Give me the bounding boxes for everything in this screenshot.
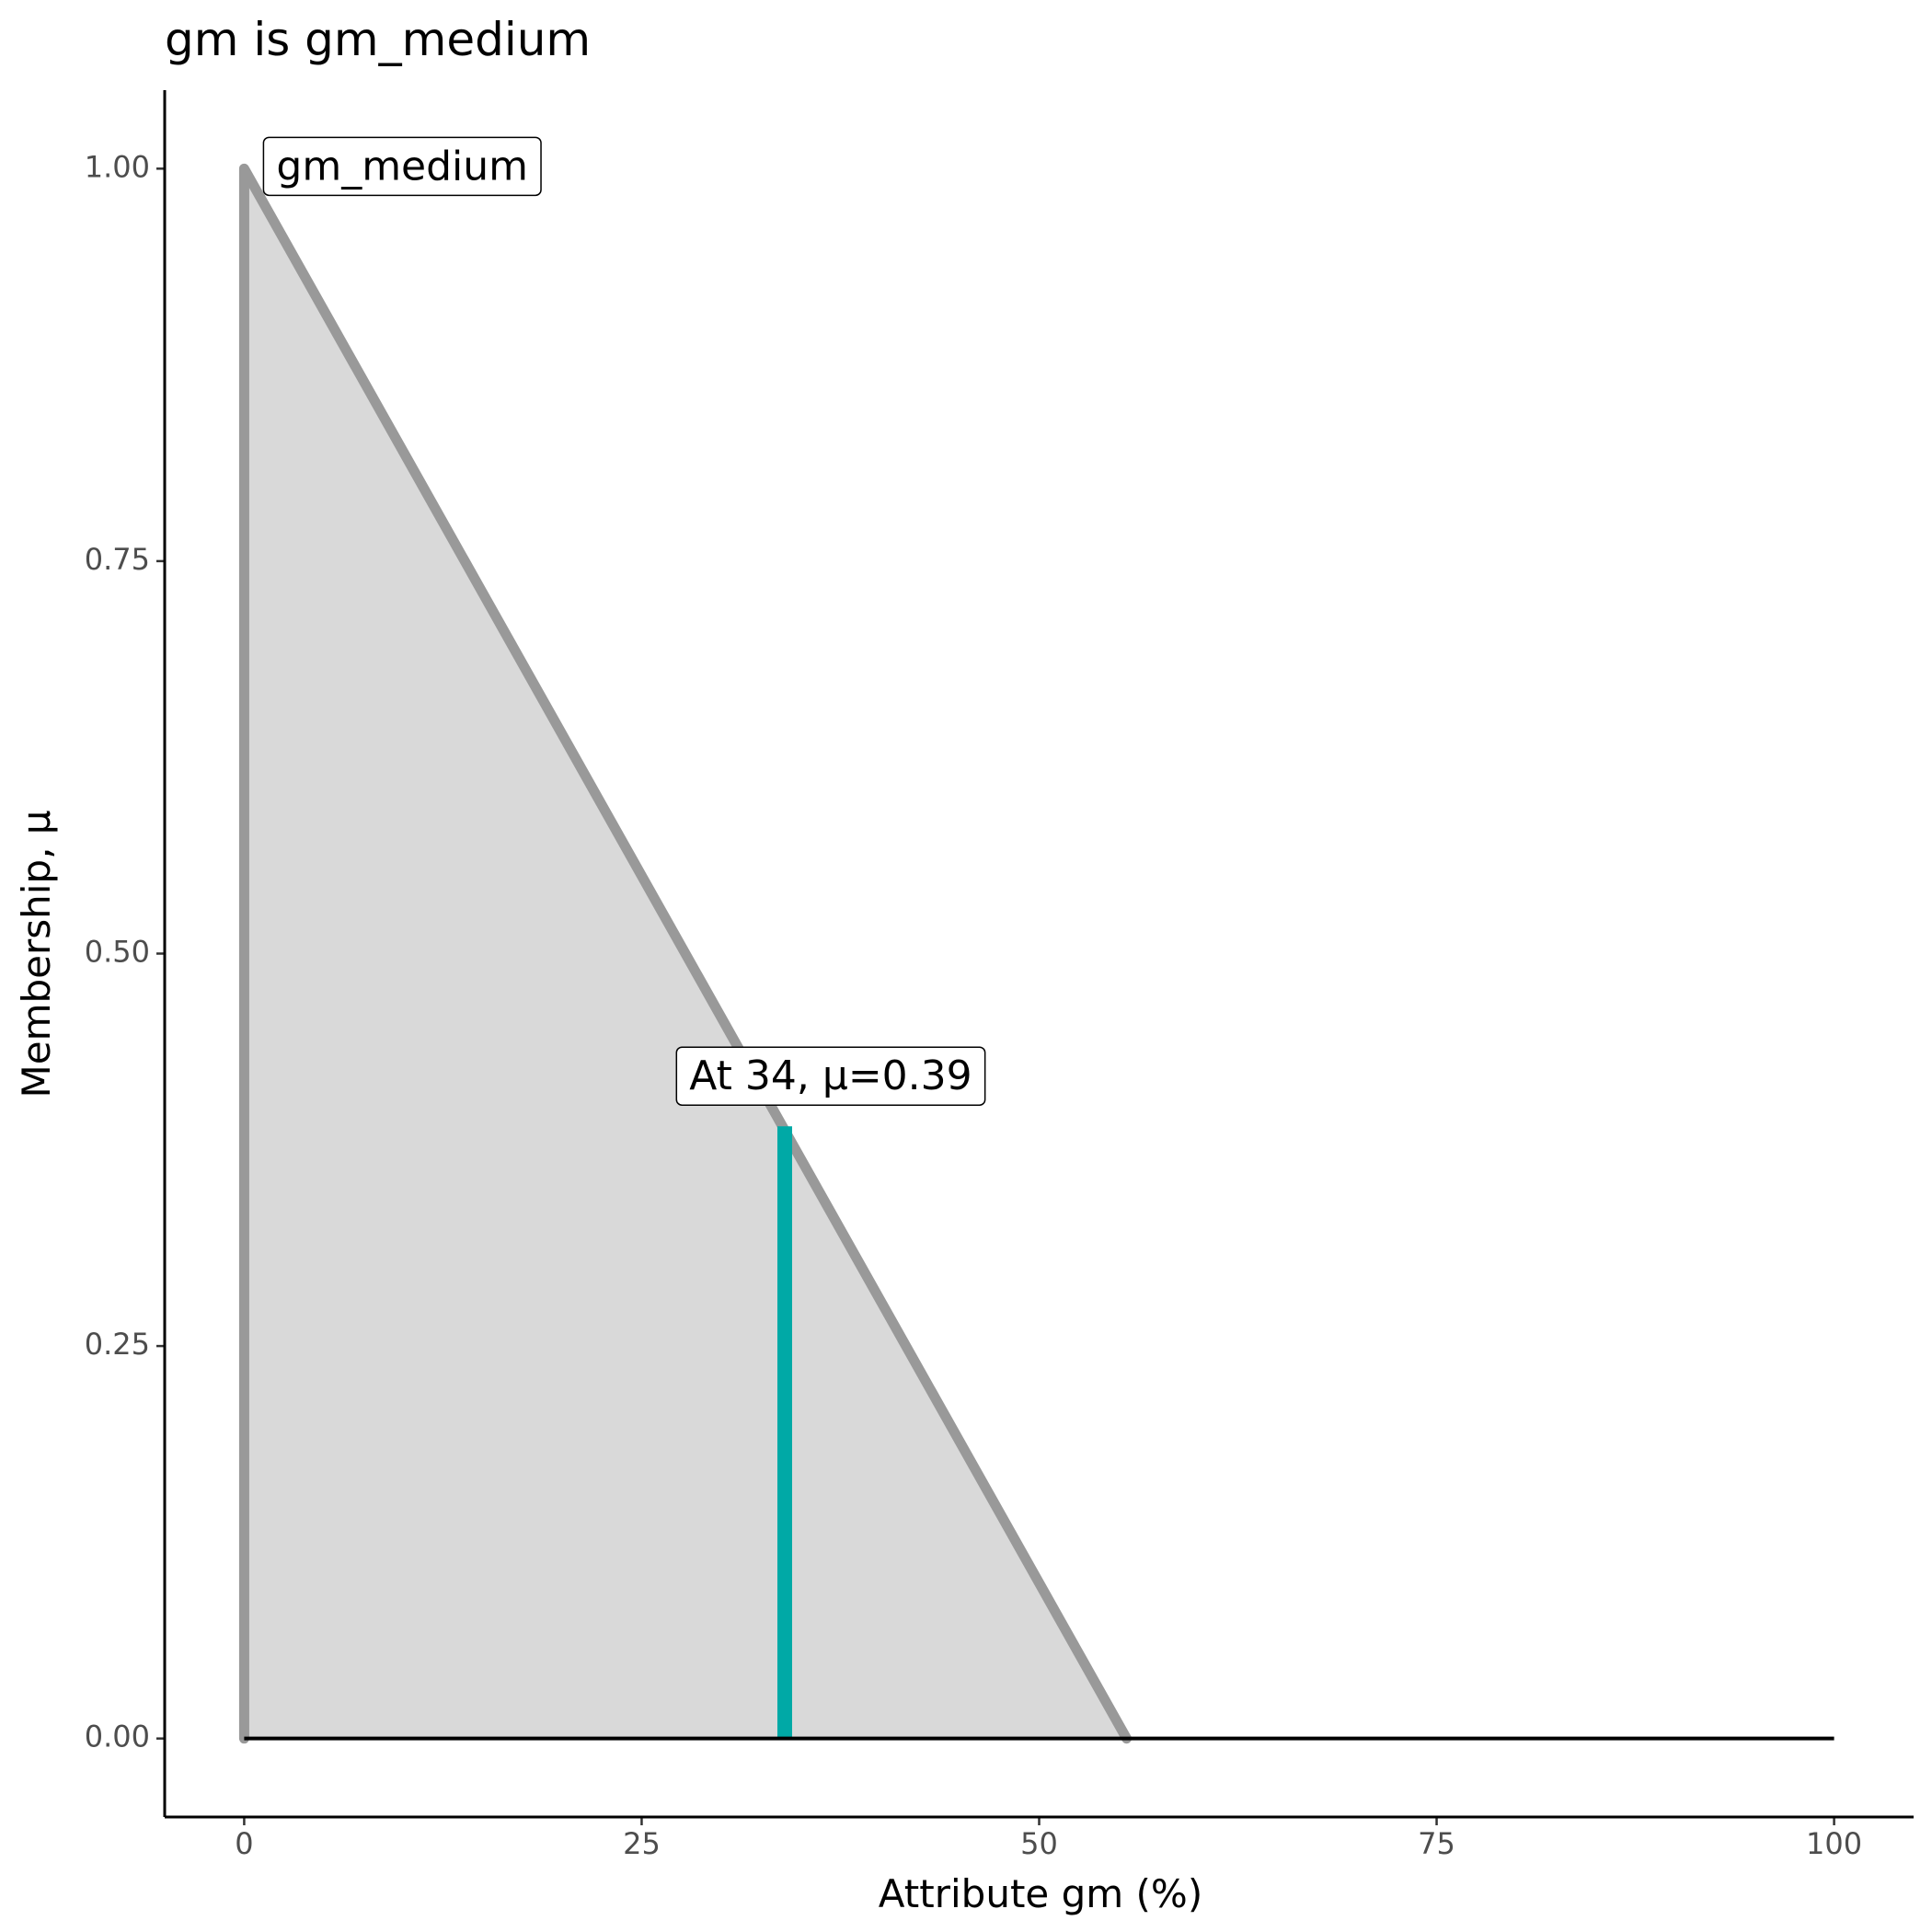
x-tick-label: 100	[1806, 1826, 1862, 1861]
y-tick-label: 0.25	[85, 1327, 150, 1362]
y-tick-label: 0.50	[85, 935, 150, 970]
y-axis-title: Membership, μ	[14, 810, 59, 1098]
y-tick-label: 0.75	[85, 542, 150, 577]
x-tick-label: 0	[235, 1826, 253, 1861]
y-tick-label: 1.00	[85, 149, 150, 184]
series-label-group: gm_medium	[262, 136, 542, 197]
marker-label-box	[675, 1046, 986, 1106]
x-axis-title: Attribute gm (%)	[879, 1871, 1202, 1916]
chart-title: gm is gm_medium	[165, 13, 591, 66]
series-label-box	[262, 136, 542, 197]
marker-label: At 34, μ=0.39	[689, 1052, 972, 1099]
x-tick-label: 25	[623, 1826, 661, 1861]
x-tick-label: 50	[1020, 1826, 1058, 1861]
marker-label-group: At 34, μ=0.39	[675, 1046, 986, 1106]
series-label: gm_medium	[276, 143, 528, 190]
y-tick-label: 0.00	[85, 1719, 150, 1754]
x-tick-label: 75	[1418, 1826, 1455, 1861]
membership-line	[238, 163, 1133, 1744]
